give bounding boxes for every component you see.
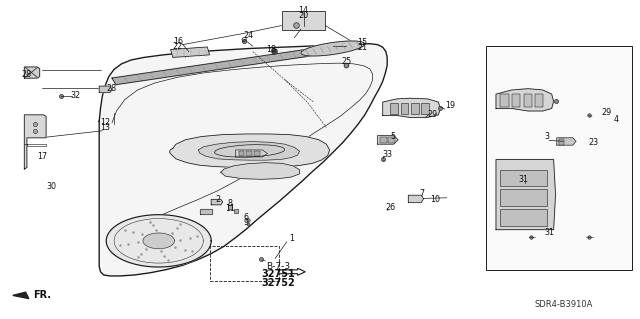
Polygon shape [496,89,554,111]
Bar [388,137,395,143]
Bar [421,103,429,114]
Text: 6: 6 [243,213,248,222]
Bar [512,94,520,107]
Text: 18: 18 [266,45,276,54]
Text: 14: 14 [298,6,308,15]
Polygon shape [496,160,556,230]
Polygon shape [13,292,29,299]
Text: SDR4-B3910A: SDR4-B3910A [534,300,593,309]
Bar [246,151,252,156]
Text: 33: 33 [383,150,393,159]
Text: 8: 8 [228,199,233,208]
Bar [239,151,244,156]
Text: 4: 4 [613,115,618,124]
Text: 32752: 32752 [262,278,295,288]
Polygon shape [106,215,211,267]
Bar [380,137,387,143]
Text: 31: 31 [518,175,529,184]
Text: 2: 2 [215,195,220,204]
Text: 1: 1 [289,234,294,243]
Text: 30: 30 [46,182,56,191]
Polygon shape [24,115,46,169]
Polygon shape [112,42,360,85]
Polygon shape [378,136,398,144]
Text: 7: 7 [420,189,425,198]
Polygon shape [198,142,300,160]
Bar [500,94,509,107]
Polygon shape [221,163,300,179]
Polygon shape [383,98,440,117]
Text: 22: 22 [173,42,183,51]
Bar [390,103,398,114]
Text: 21: 21 [357,43,367,52]
Text: 29: 29 [427,110,437,119]
Bar [524,94,532,107]
Text: B-7-3: B-7-3 [266,262,291,271]
Bar [210,246,279,281]
Bar [282,11,325,30]
Text: 26: 26 [385,203,396,212]
Text: 20: 20 [298,11,308,20]
Bar [401,103,408,114]
Bar [171,47,209,57]
Polygon shape [200,209,212,214]
Bar [559,139,564,145]
Polygon shape [301,41,365,56]
Text: 17: 17 [37,152,47,161]
Bar [254,151,260,156]
Text: 31: 31 [544,228,554,237]
Text: 13: 13 [100,123,111,132]
Bar [500,170,547,186]
Text: 3: 3 [545,132,550,141]
Bar [486,46,632,270]
Text: 16: 16 [173,37,183,46]
Polygon shape [24,67,40,78]
Bar [411,103,419,114]
Polygon shape [143,233,175,249]
Polygon shape [99,44,387,276]
Text: 28: 28 [22,70,32,78]
Text: FR.: FR. [33,290,51,300]
Text: 5: 5 [390,132,396,141]
Bar [500,209,547,226]
Text: 24: 24 [243,31,253,40]
Text: 23: 23 [589,138,599,147]
Polygon shape [170,134,330,167]
Text: 11: 11 [225,204,236,213]
Polygon shape [211,199,223,205]
Text: 9: 9 [243,218,248,227]
Text: 25: 25 [342,57,352,66]
Bar [535,94,543,107]
Text: 10: 10 [430,195,440,204]
Text: 12: 12 [100,118,111,127]
Polygon shape [99,86,112,93]
Polygon shape [408,195,424,203]
Text: 28: 28 [106,84,116,93]
Bar [500,189,547,206]
Text: 32751: 32751 [262,269,295,279]
Text: 15: 15 [357,38,367,47]
Text: 19: 19 [445,101,456,110]
Polygon shape [557,138,576,145]
FancyArrow shape [278,268,305,275]
Text: 32: 32 [70,91,81,100]
Ellipse shape [214,145,285,157]
Polygon shape [236,150,268,157]
Text: 29: 29 [602,108,612,117]
